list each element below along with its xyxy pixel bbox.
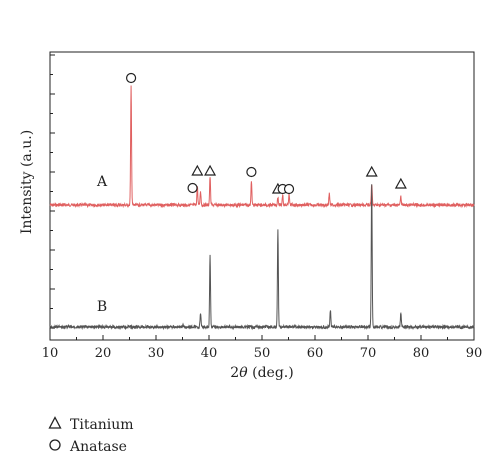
y-axis-title: Intensity (a.u.) bbox=[19, 130, 35, 234]
legend-label-titanium: Titanium bbox=[70, 417, 134, 433]
anatase-marker bbox=[125, 72, 137, 84]
anatase-marker bbox=[246, 166, 257, 178]
x-tick-label: 40 bbox=[201, 346, 218, 361]
x-tick-label: 20 bbox=[95, 346, 112, 361]
x-tick-label: 70 bbox=[360, 346, 377, 361]
titanium-marker bbox=[191, 164, 204, 176]
x-tick-label: 10 bbox=[42, 346, 59, 361]
legend-item-titanium: Titanium bbox=[48, 414, 134, 436]
plot-frame bbox=[49, 51, 475, 341]
x-tick-label: 30 bbox=[148, 346, 165, 361]
titanium-marker bbox=[365, 165, 378, 177]
series-label-b: B bbox=[97, 299, 107, 315]
titanium-marker bbox=[394, 177, 407, 189]
x-tick-label: 50 bbox=[254, 346, 271, 361]
plot-border bbox=[49, 51, 475, 341]
trace-a bbox=[49, 85, 475, 209]
anatase-marker bbox=[187, 182, 198, 194]
traces bbox=[49, 85, 475, 331]
legend-label-anatase: Anatase bbox=[70, 439, 127, 455]
titanium-marker bbox=[204, 164, 217, 176]
legend: Titanium Anatase bbox=[48, 414, 134, 458]
series-labels: AB bbox=[96, 174, 108, 315]
anatase-marker bbox=[283, 183, 295, 195]
peak-markers bbox=[125, 72, 407, 195]
x-tick-label: 90 bbox=[466, 346, 483, 361]
x-tick-label: 80 bbox=[413, 346, 430, 361]
y-axis-ticks bbox=[50, 54, 55, 329]
circle-icon bbox=[48, 438, 70, 456]
x-axis-ticks: 10 20 30 40 50 60 70 80 90 bbox=[42, 335, 483, 361]
series-label-a: A bbox=[96, 174, 108, 190]
x-axis-title: 2θ (deg.) bbox=[230, 365, 293, 381]
x-tick-label: 60 bbox=[307, 346, 324, 361]
trace-b bbox=[49, 184, 475, 331]
legend-item-anatase: Anatase bbox=[48, 436, 134, 458]
triangle-icon bbox=[48, 416, 70, 434]
